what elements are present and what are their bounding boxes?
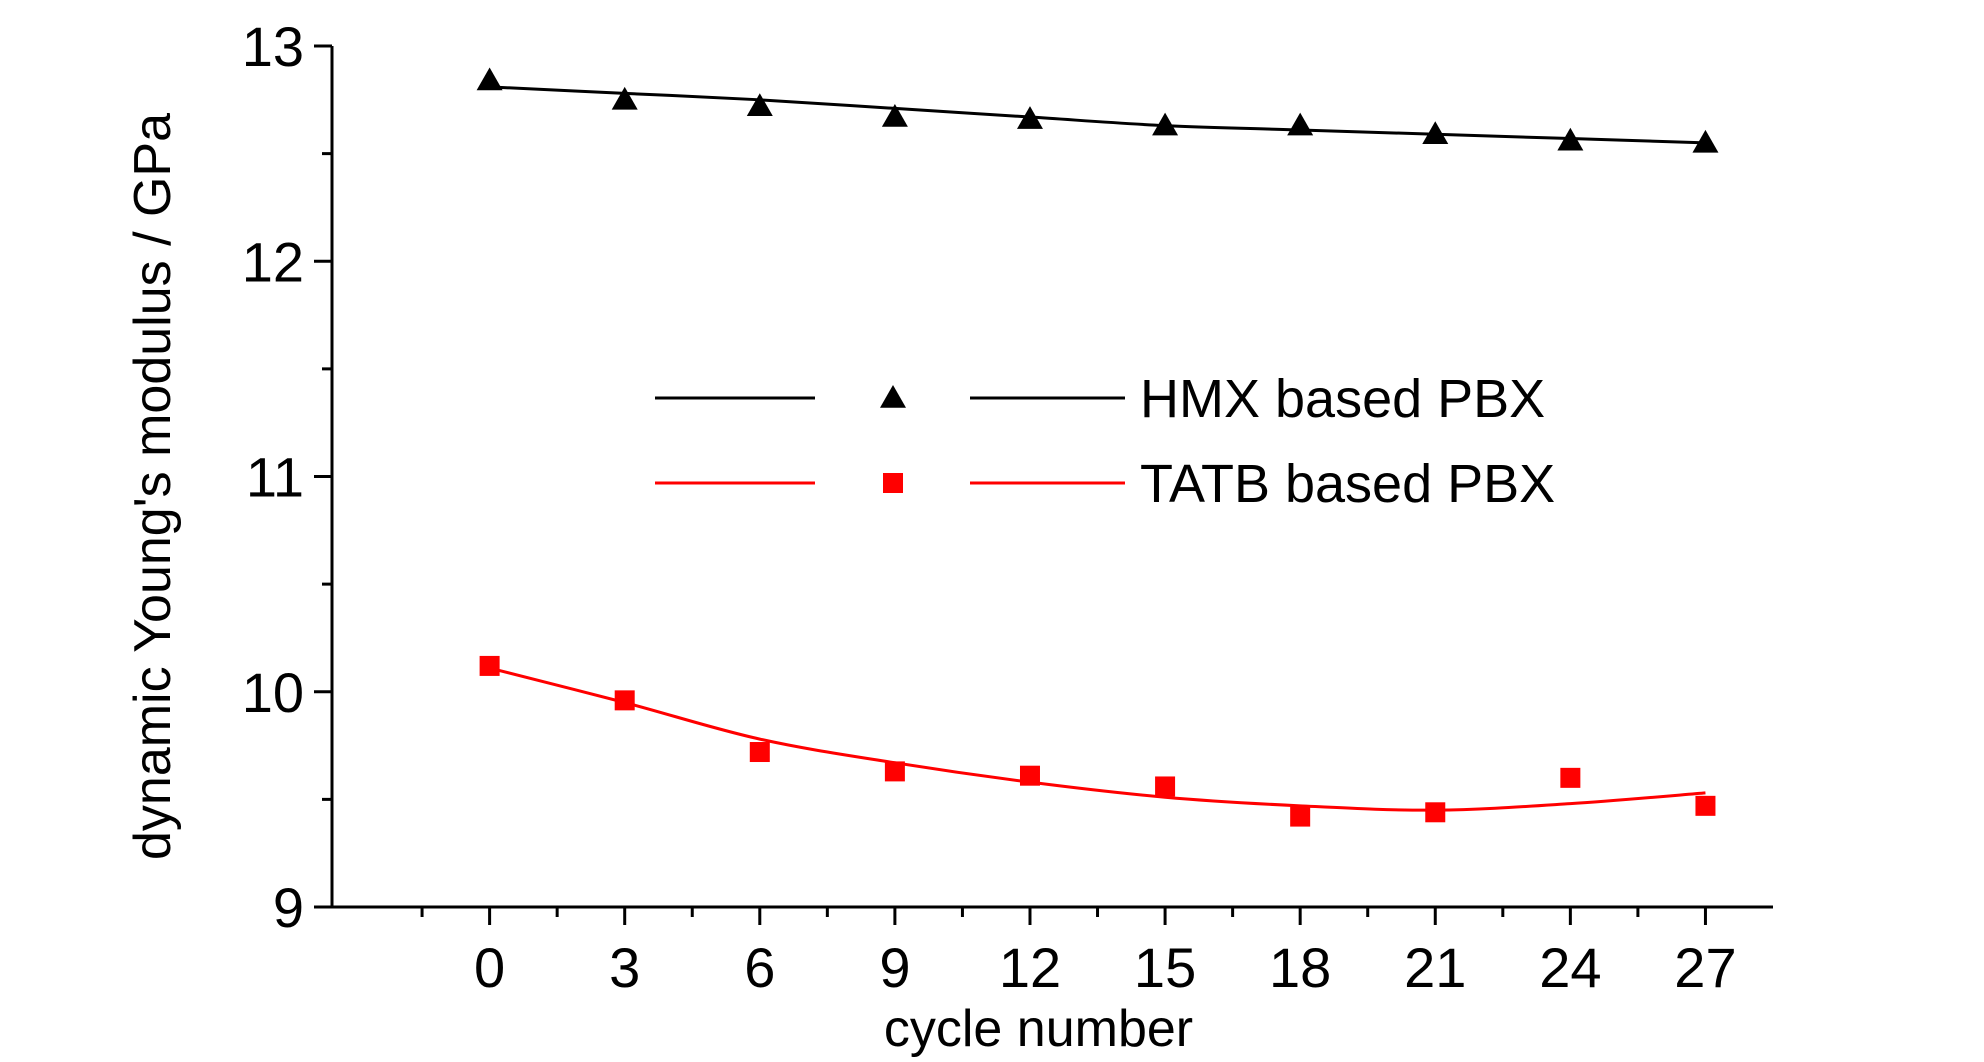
x-tick-label: 18 xyxy=(1269,936,1331,999)
data-point xyxy=(749,742,770,763)
data-point xyxy=(1287,112,1314,136)
data-point xyxy=(1557,127,1584,151)
x-axis-label: cycle number xyxy=(884,1000,1193,1058)
data-point xyxy=(1422,121,1449,145)
series-tatb xyxy=(479,655,1716,827)
data-point xyxy=(1016,106,1043,129)
legend: HMX based PBX TATB based PBX xyxy=(655,369,1555,514)
data-point xyxy=(614,690,635,711)
data-point xyxy=(1560,767,1581,788)
series-hmx xyxy=(476,67,1719,153)
data-point xyxy=(479,655,500,676)
x-tick-label: 6 xyxy=(744,936,775,999)
legend-item: HMX based PBX xyxy=(655,369,1545,429)
legend-marker xyxy=(883,473,903,493)
x-tick-label: 0 xyxy=(474,936,505,999)
y-tick-label: 11 xyxy=(246,446,304,509)
y-tick-label: 10 xyxy=(242,661,304,724)
x-tick-label: 12 xyxy=(999,936,1061,999)
axes xyxy=(330,46,1773,909)
x-tick-label: 21 xyxy=(1404,936,1466,999)
x-tick-label: 3 xyxy=(609,936,640,999)
data-point xyxy=(1155,776,1176,797)
fit-curve xyxy=(489,85,1706,145)
data-point xyxy=(1692,129,1719,153)
data-point xyxy=(1425,802,1446,823)
y-tick-label: 12 xyxy=(242,230,304,293)
y-tick-label: 13 xyxy=(242,15,304,78)
fit-curve xyxy=(489,666,1706,812)
y-axis-label: dynamic Young's modulus / GPa xyxy=(124,113,182,860)
x-tick-label: 9 xyxy=(879,936,910,999)
legend-marker xyxy=(880,385,906,408)
series-layer xyxy=(476,67,1719,827)
x-tick-label: 27 xyxy=(1674,936,1736,999)
data-point xyxy=(611,86,638,110)
data-point xyxy=(1019,765,1040,786)
legend-label: TATB based PBX xyxy=(1140,454,1555,514)
legend-item: TATB based PBX xyxy=(655,454,1555,514)
data-point xyxy=(881,104,908,127)
data-point xyxy=(1695,795,1716,816)
x-tick-label: 24 xyxy=(1539,936,1601,999)
ticks: 0 3 6 9 12 15 18 21 24 27 9 10 11 12 13 xyxy=(242,15,1737,999)
data-point xyxy=(1290,806,1311,827)
legend-label: HMX based PBX xyxy=(1140,369,1545,429)
y-tick-label: 9 xyxy=(273,876,304,939)
data-point xyxy=(884,761,905,782)
data-point xyxy=(1152,112,1179,136)
data-point xyxy=(746,93,773,117)
x-tick-label: 15 xyxy=(1134,936,1196,999)
data-point xyxy=(476,67,503,91)
